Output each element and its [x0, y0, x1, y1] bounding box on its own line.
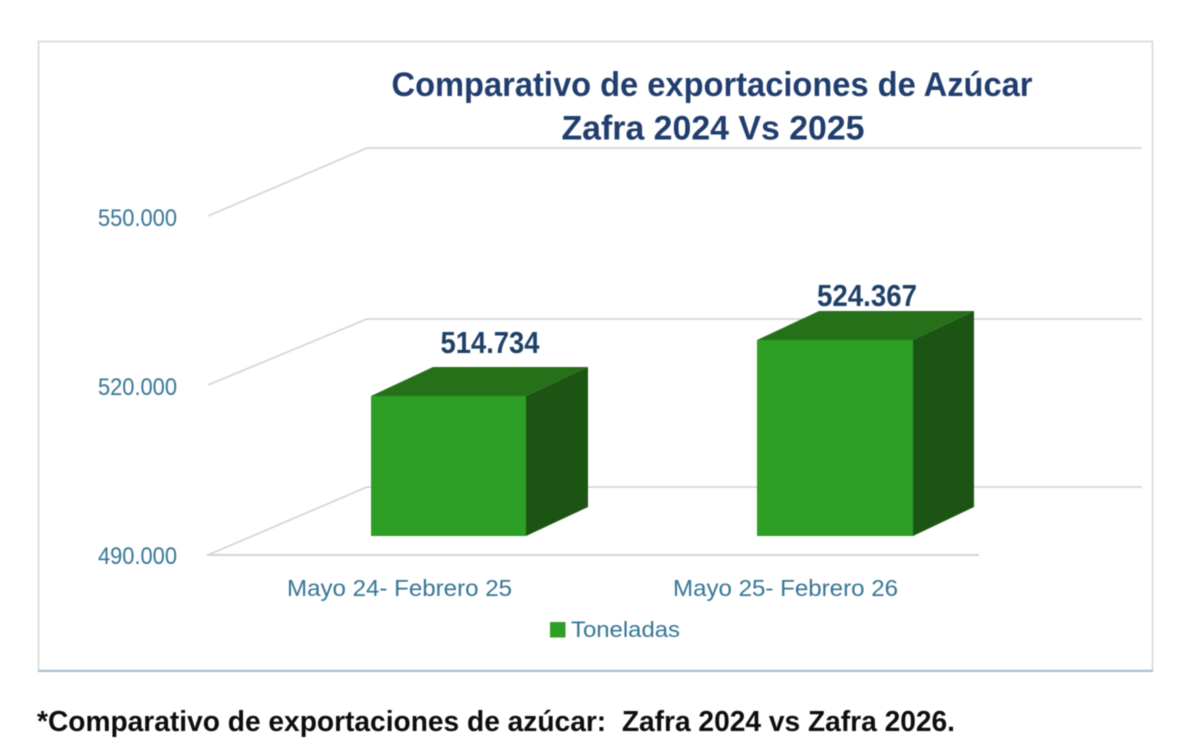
svg-text:514.734: 514.734 [441, 325, 541, 360]
svg-text:Comparativo de exportaciones d: Comparativo de exportaciones de Azúcar [392, 66, 1033, 104]
svg-text:*Comparativo de exportaciones: *Comparativo de exportaciones de azúcar:… [37, 706, 955, 738]
svg-text:Zafra 2024 Vs 2025: Zafra 2024 Vs 2025 [562, 110, 865, 148]
svg-text:Mayo 24- Febrero 25: Mayo 24- Febrero 25 [287, 575, 512, 601]
svg-text:524.367: 524.367 [817, 278, 917, 313]
svg-text:Toneladas: Toneladas [571, 617, 680, 642]
svg-text:Mayo 25- Febrero 26: Mayo 25- Febrero 26 [673, 575, 898, 601]
svg-text:550.000: 550.000 [98, 205, 177, 232]
svg-text:490.000: 490.000 [98, 543, 177, 570]
svg-text:520.000: 520.000 [98, 374, 177, 401]
